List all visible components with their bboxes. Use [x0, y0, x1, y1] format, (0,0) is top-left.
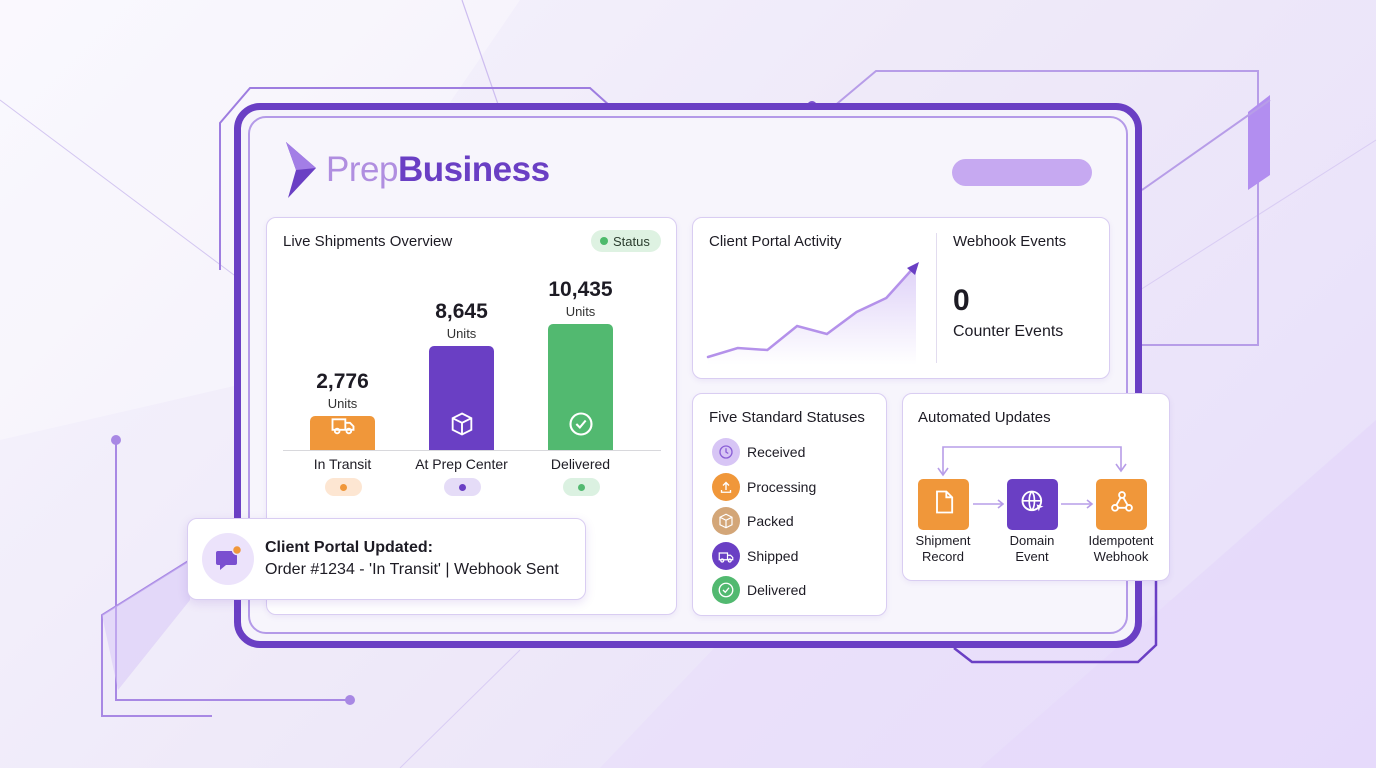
- flow-label-line-1: Idempotent: [1088, 533, 1154, 548]
- bar-units-label: Units: [446, 326, 477, 341]
- legend-dot: [458, 483, 466, 491]
- box-icon: [712, 507, 740, 535]
- status-item-processing[interactable]: Processing: [712, 472, 817, 501]
- clock-icon: [712, 438, 740, 466]
- header-action-pill[interactable]: [952, 159, 1092, 186]
- status-item-label: Packed: [747, 513, 794, 529]
- truck-icon: [712, 541, 740, 570]
- flow-label-line-2: Webhook: [1093, 549, 1149, 564]
- bar-legend-dot: [562, 478, 600, 496]
- webhook-icon: [1108, 488, 1136, 521]
- status-dot: [600, 237, 608, 245]
- webhook-events-title: Webhook Events: [953, 233, 1067, 250]
- flow-label-line-1: Domain: [1009, 533, 1055, 548]
- bar-units-label: Units: [327, 396, 358, 411]
- activity-title: Client Portal Activity: [709, 233, 842, 250]
- activity-trend-chart: [706, 262, 919, 365]
- upload-icon: [712, 472, 740, 501]
- bar-value-label: 2,776: [316, 370, 369, 393]
- check-circle-icon: [567, 410, 595, 443]
- flow-arrows: [937, 446, 1127, 509]
- bar-category-label: In Transit: [313, 456, 372, 472]
- activity-divider: [936, 233, 937, 363]
- notification-title: Client Portal Updated:: [265, 539, 434, 556]
- bar-value-label: 10,435: [548, 278, 613, 301]
- flow-label-line-2: Event: [1015, 549, 1049, 564]
- status-item-label: Shipped: [747, 547, 799, 564]
- status-item-label: Delivered: [747, 582, 807, 598]
- chart-baseline: [283, 450, 661, 451]
- bar-legend-dot: [324, 478, 362, 496]
- bar-category-label: Delivered: [550, 456, 611, 472]
- statuses-title: Five Standard Statuses: [709, 409, 865, 426]
- flow-step-label: Domain Event: [987, 533, 1077, 565]
- live-shipments-title: Live Shipments Overview: [283, 233, 453, 250]
- bar-legend-dot: [443, 478, 481, 496]
- legend-dot: [339, 483, 347, 491]
- bar-value-label: 8,645: [435, 300, 488, 323]
- notification-body: Order #1234 - 'In Transit' | Webhook Sen…: [265, 561, 559, 578]
- status-item-received[interactable]: Received: [712, 438, 805, 466]
- webhook-count: 0: [953, 284, 970, 317]
- bar-in-transit[interactable]: [310, 416, 375, 450]
- status-item-label: Received: [747, 444, 806, 460]
- chat-notification-icon: [202, 533, 254, 585]
- flow-step-domain[interactable]: [1007, 479, 1058, 530]
- globe-cursor-icon: [1019, 488, 1047, 521]
- legend-dot: [577, 483, 585, 491]
- box-icon: [448, 410, 476, 443]
- brand-prefix: Prep: [326, 150, 398, 189]
- truck-icon: [329, 410, 357, 443]
- flow-step-idempotent[interactable]: [1096, 479, 1147, 530]
- automation-title: Automated Updates: [918, 409, 1051, 426]
- brand-name: PrepBusiness: [326, 150, 550, 190]
- bar-at-prep-center[interactable]: [429, 346, 494, 450]
- status-item-packed[interactable]: Packed: [712, 507, 794, 535]
- flow-label-line-2: Record: [922, 549, 964, 564]
- status-item-shipped[interactable]: Shipped: [712, 541, 799, 570]
- bar-delivered[interactable]: [548, 324, 613, 450]
- brand-suffix: Business: [397, 150, 550, 189]
- status-item-label: Processing: [747, 478, 817, 495]
- check-circle-icon: [712, 576, 740, 604]
- brand-logo: PrepBusiness: [282, 140, 550, 200]
- flow-step-label: Idempotent Webhook: [1076, 533, 1166, 565]
- document-icon: [930, 488, 958, 521]
- bar-units-label: Units: [565, 304, 596, 319]
- flow-label-line-1: Shipment: [915, 533, 971, 548]
- flow-step-label: Shipment Record: [898, 533, 988, 565]
- status-badge[interactable]: Status: [591, 230, 661, 252]
- flow-step-shipment[interactable]: [918, 479, 969, 530]
- logo-chevron-icon: [286, 142, 316, 198]
- webhook-count-label: Counter Events: [953, 323, 1064, 340]
- status-label: Status: [613, 233, 650, 249]
- status-item-delivered[interactable]: Delivered: [712, 576, 806, 604]
- bar-category-label: At Prep Center: [415, 456, 508, 472]
